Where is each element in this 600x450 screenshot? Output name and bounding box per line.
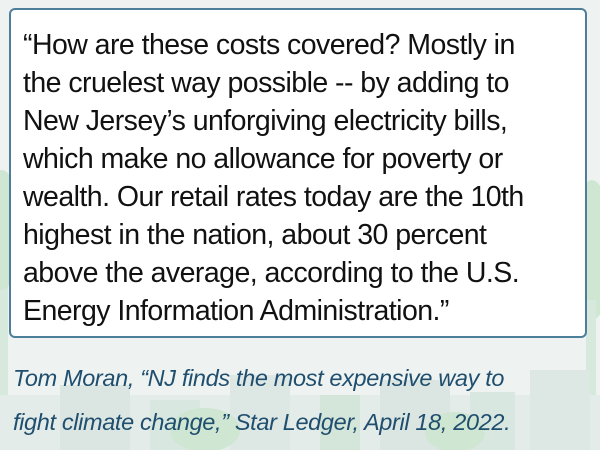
quote-text: “How are these costs covered? Mostly in … <box>23 29 524 327</box>
quote-card: “How are these costs covered? Mostly in … <box>9 8 587 338</box>
buildings-decoration <box>0 370 600 450</box>
citation-text: Tom Moran, “NJ finds the most expensive … <box>13 365 511 435</box>
